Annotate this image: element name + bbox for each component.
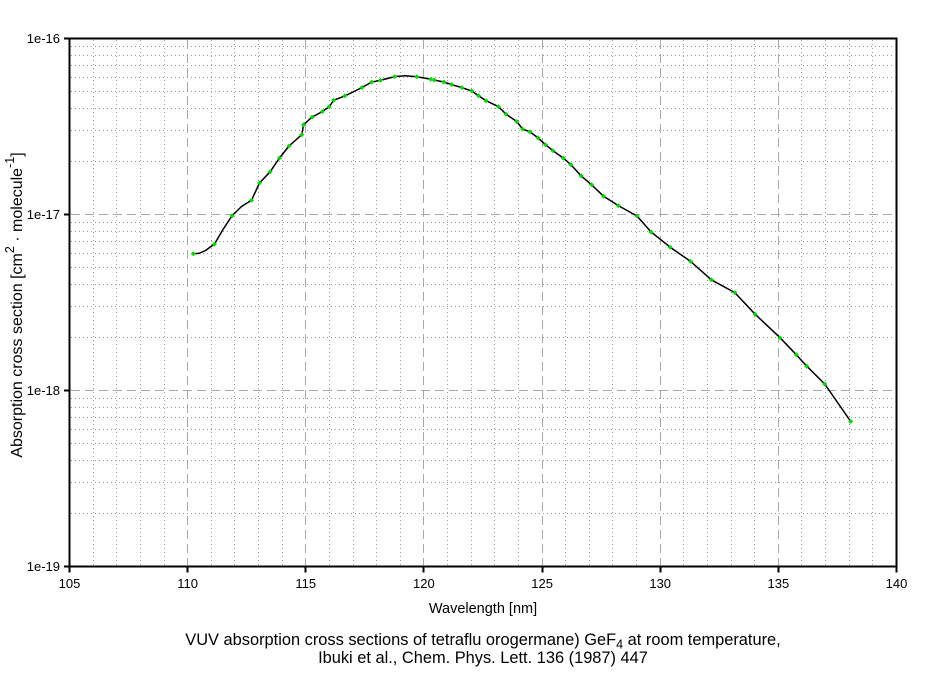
svg-text:130: 130 <box>649 576 671 591</box>
svg-text:Absorption cross section [cm2: Absorption cross section [cm2 · molecule… <box>3 152 26 457</box>
svg-text:110: 110 <box>177 576 198 591</box>
svg-text:1e-16: 1e-16 <box>27 31 60 46</box>
svg-text:115: 115 <box>295 576 316 591</box>
svg-text:1e-19: 1e-19 <box>27 559 60 574</box>
svg-text:Wavelength [nm]: Wavelength [nm] <box>429 601 537 617</box>
svg-text:135: 135 <box>768 576 790 591</box>
svg-text:120: 120 <box>413 576 435 591</box>
svg-text:VUV absorption cross sections: VUV absorption cross sections of tetrafl… <box>185 631 780 652</box>
svg-text:140: 140 <box>886 576 908 591</box>
svg-text:1e-17: 1e-17 <box>27 207 60 222</box>
svg-text:Ibuki et al., Chem. Phys. Lett: Ibuki et al., Chem. Phys. Lett. 136 (198… <box>318 649 648 667</box>
svg-text:125: 125 <box>531 576 553 591</box>
svg-text:1e-18: 1e-18 <box>27 383 60 398</box>
svg-text:105: 105 <box>59 576 81 591</box>
